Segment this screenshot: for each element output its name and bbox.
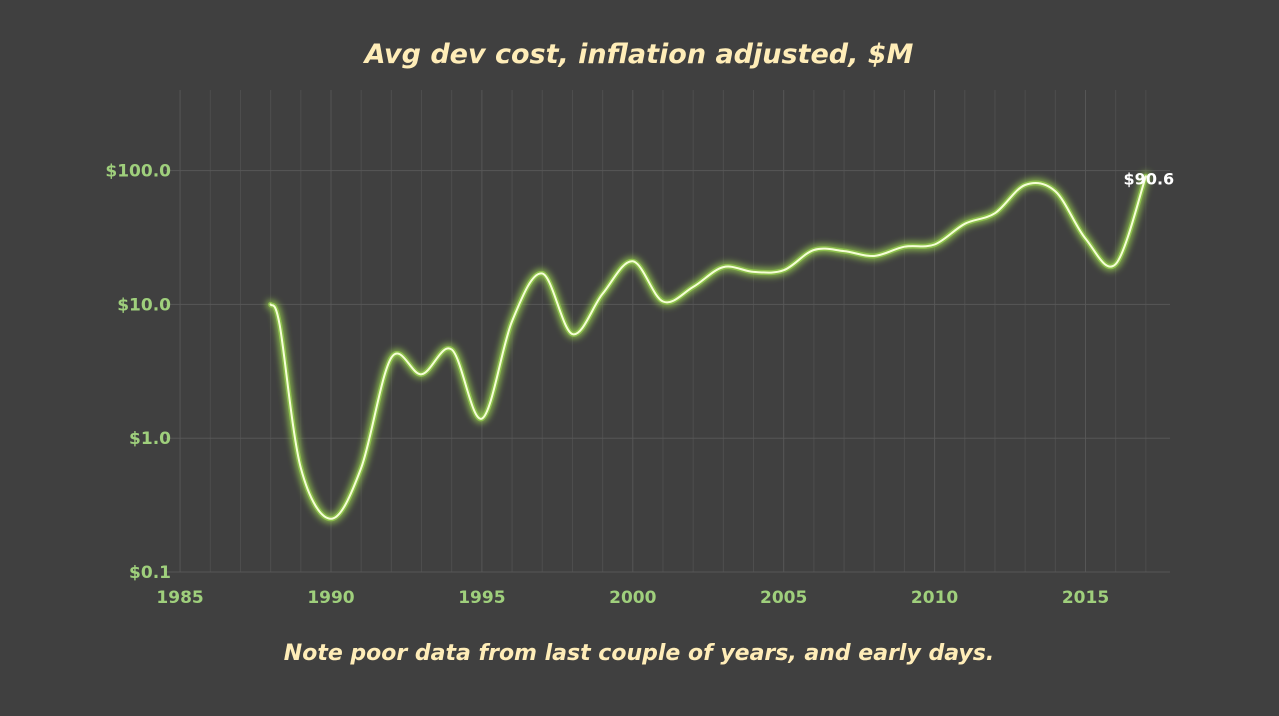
x-tick-label: 1995 — [458, 588, 505, 608]
x-tick-label: 2010 — [911, 588, 958, 608]
y-tick-label: $0.1 — [129, 563, 171, 583]
chart-note: Note poor data from last couple of years… — [284, 641, 994, 666]
y-tick-label: $10.0 — [117, 295, 171, 315]
x-tick-label: 2005 — [760, 588, 807, 608]
annotations: $90.6 — [1124, 169, 1175, 188]
y-tick-label: $100.0 — [105, 162, 171, 182]
data-label: $90.6 — [1124, 169, 1175, 188]
series-line-glow — [266, 171, 1151, 524]
x-tick-label: 1990 — [307, 588, 354, 608]
axis-ticks: 1985 1990 1995 2000 2005 2010 2015 $0.1 $1.0 $10.… — [105, 162, 1109, 608]
series-lines — [266, 171, 1151, 524]
series-line-halo — [268, 173, 1149, 522]
x-tick-label: 2000 — [609, 588, 656, 608]
x-tick-label: 2015 — [1062, 588, 1109, 608]
series-line — [269, 175, 1147, 520]
x-tick-label: 1985 — [156, 588, 203, 608]
y-tick-label: $1.0 — [129, 429, 171, 449]
chart-title: Avg dev cost, inflation adjusted, $M — [363, 39, 914, 70]
